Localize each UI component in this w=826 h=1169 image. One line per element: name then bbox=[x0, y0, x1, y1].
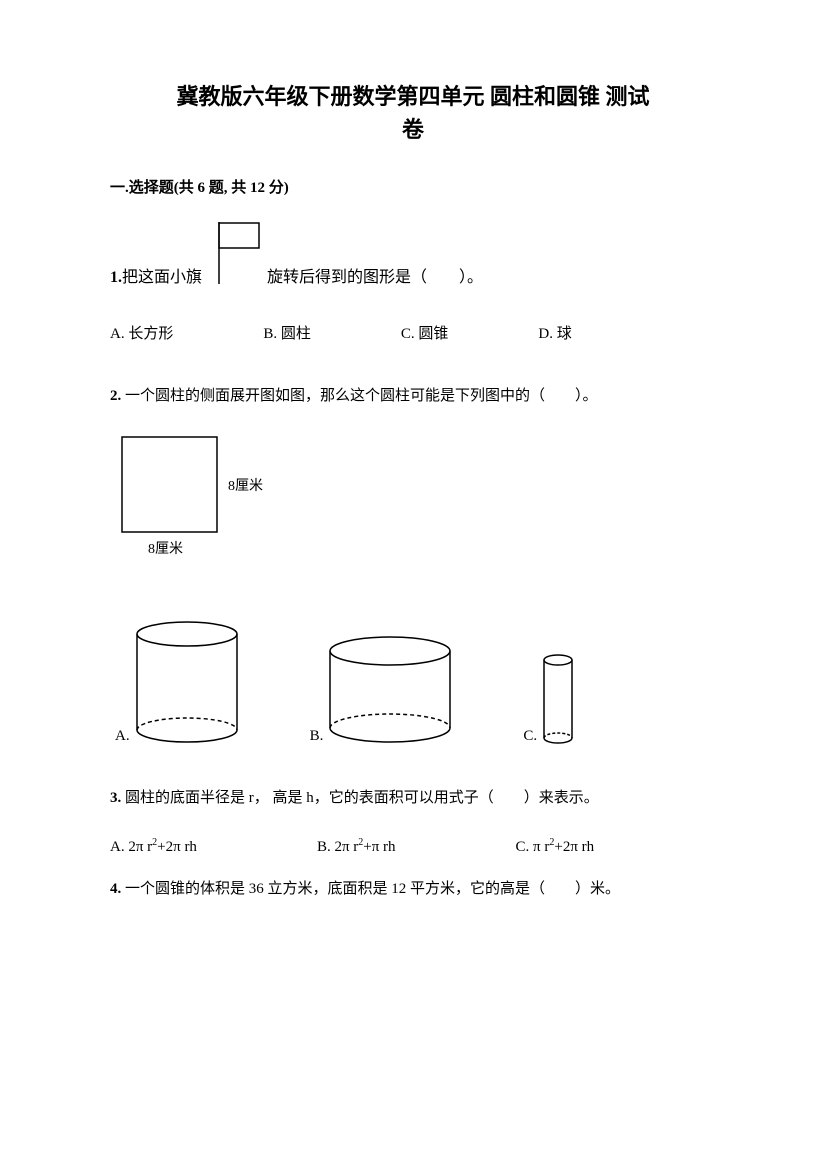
q2-square-diagram: 8厘米 8厘米 bbox=[120, 435, 716, 570]
square-label-right: 8厘米 bbox=[228, 478, 263, 494]
section-header: 一.选择题(共 6 题, 共 12 分) bbox=[110, 176, 716, 197]
cylinder-b-icon bbox=[328, 635, 453, 745]
q2-option-c: C. bbox=[523, 653, 574, 745]
q3-num: 3. bbox=[110, 790, 121, 806]
q4-num: 4. bbox=[110, 881, 121, 897]
q3-option-c: C. π r2+2π rh bbox=[516, 837, 595, 856]
q3-options: A. 2π r2+2π rh B. 2π r2+π rh C. π r2+2π … bbox=[110, 837, 716, 856]
question-4: 4. 一个圆锥的体积是 36 立方米，底面积是 12 平方米，它的高是（ ）米。 bbox=[110, 876, 716, 903]
q1-num: 1. bbox=[110, 269, 122, 287]
cylinder-c-icon bbox=[542, 653, 574, 745]
cylinder-a-icon bbox=[135, 620, 240, 745]
q1-text-after: 旋转后得到的图形是（ ）。 bbox=[267, 263, 483, 287]
page-title: 冀教版六年级下册数学第四单元 圆柱和圆锥 测试 卷 bbox=[110, 80, 716, 146]
question-3: 3. 圆柱的底面半径是 r， 高是 h，它的表面积可以用式子（ ）来表示。 bbox=[110, 785, 716, 812]
q4-text: 一个圆锥的体积是 36 立方米，底面积是 12 平方米，它的高是（ ）米。 bbox=[125, 881, 620, 897]
q1-option-a: A. 长方形 bbox=[110, 322, 173, 343]
q2-label-c: C. bbox=[523, 728, 537, 745]
q3-option-a: A. 2π r2+2π rh bbox=[110, 837, 197, 856]
q1-option-c: C. 圆锥 bbox=[401, 322, 449, 343]
q3-option-b: B. 2π r2+π rh bbox=[317, 837, 396, 856]
question-1: 1. 把这面小旗 旋转后得到的图形是（ ）。 bbox=[110, 222, 716, 287]
title-line1: 冀教版六年级下册数学第四单元 圆柱和圆锥 测试 bbox=[176, 84, 649, 109]
q2-label-b: B. bbox=[310, 728, 324, 745]
flag-icon bbox=[207, 222, 262, 287]
q3-text: 圆柱的底面半径是 r， 高是 h，它的表面积可以用式子（ ）来表示。 bbox=[125, 790, 599, 806]
q2-option-a: A. bbox=[115, 620, 240, 745]
q1-text-before: 把这面小旗 bbox=[122, 263, 202, 287]
q1-option-b: B. 圆柱 bbox=[263, 322, 311, 343]
question-2: 2. 一个圆柱的侧面展开图如图，那么这个圆柱可能是下列图中的（ ）。 bbox=[110, 383, 716, 410]
q1-option-d: D. 球 bbox=[538, 322, 571, 343]
q2-option-b: B. bbox=[310, 635, 454, 745]
square-label-bottom: 8厘米 bbox=[148, 541, 183, 557]
q2-label-a: A. bbox=[115, 728, 130, 745]
q1-options: A. 长方形 B. 圆柱 C. 圆锥 D. 球 bbox=[110, 322, 716, 343]
q2-text: 一个圆柱的侧面展开图如图，那么这个圆柱可能是下列图中的（ ）。 bbox=[125, 388, 598, 404]
title-line2: 卷 bbox=[402, 117, 424, 142]
q2-cylinder-options: A. B. C. bbox=[115, 620, 716, 745]
q2-num: 2. bbox=[110, 388, 121, 404]
